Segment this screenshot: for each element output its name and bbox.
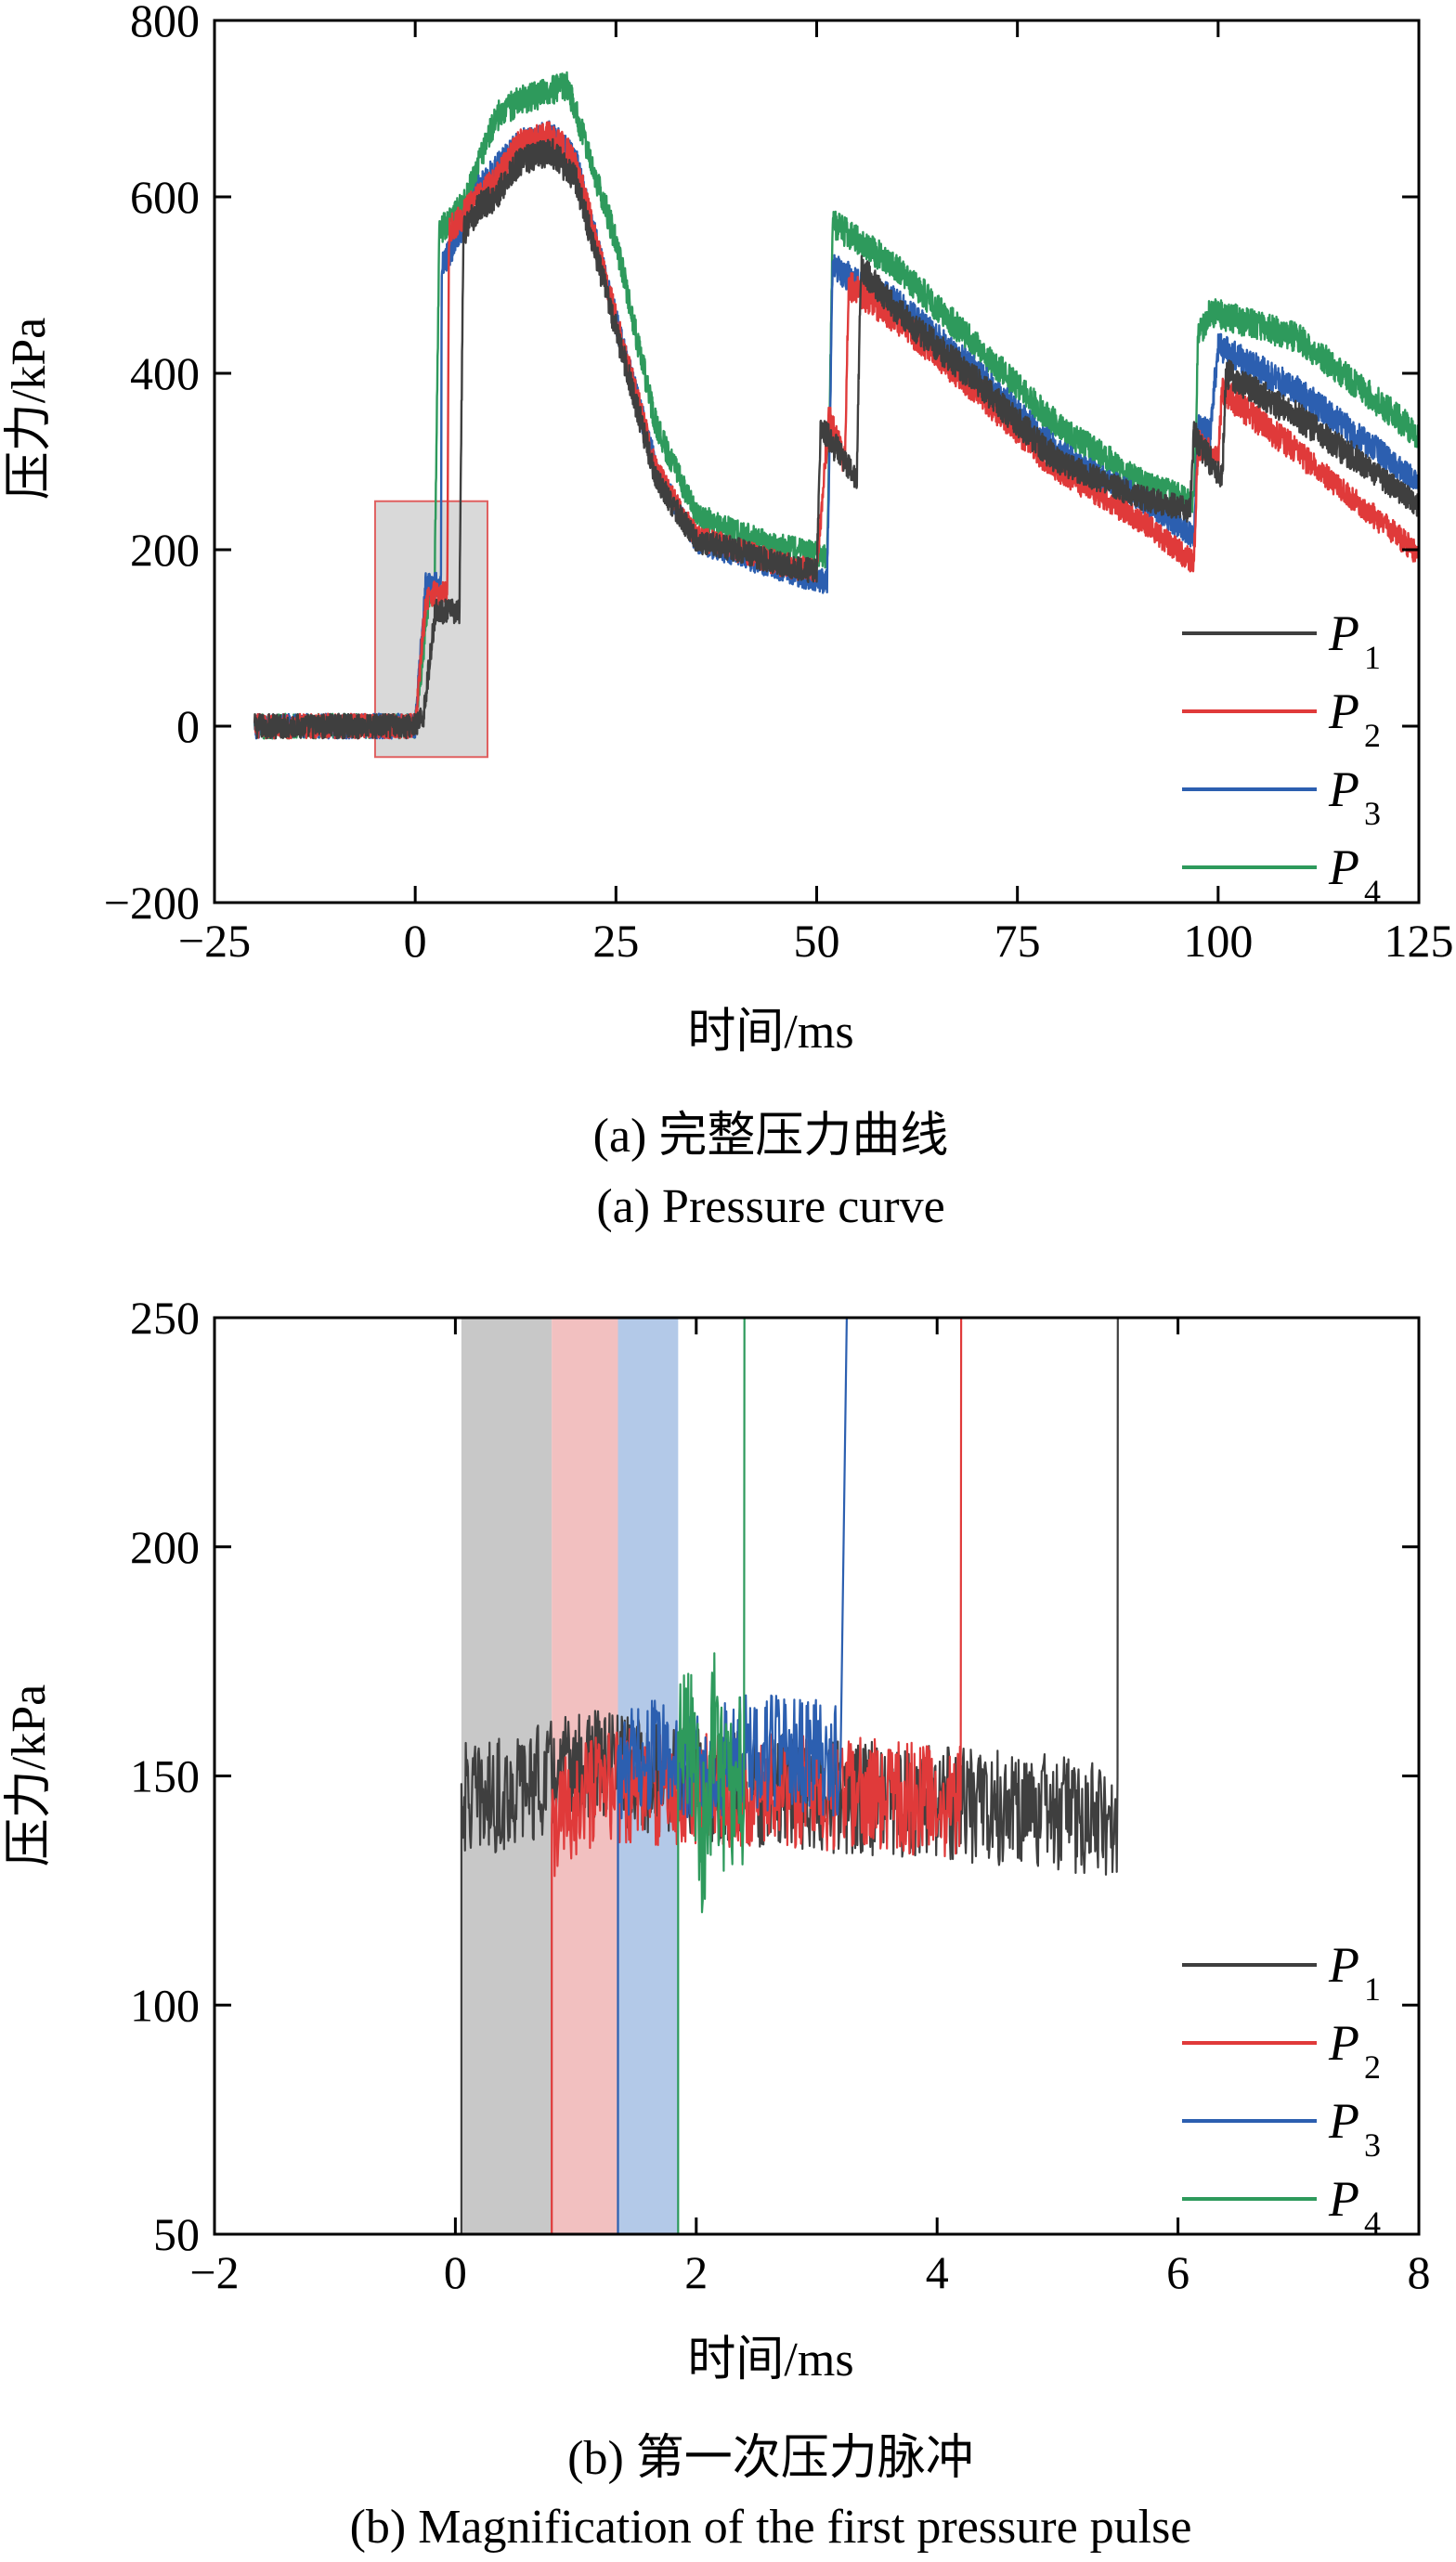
legend-subscript-p3: 3 xyxy=(1364,795,1381,832)
x-tick-label: 50 xyxy=(794,915,840,967)
legend-subscript-p2: 2 xyxy=(1364,717,1381,754)
chart-a-ticks: −25 0 25 50 75 100 125 −200 0 200 400 600 800 xyxy=(104,0,1454,967)
chart-a-ylabel: 压力/kPa xyxy=(3,318,56,500)
x-tick-label: 2 xyxy=(684,2246,708,2298)
series-line-p4 xyxy=(677,1317,746,2234)
chart-b-caption-en: (b) Magnification of the first pressure … xyxy=(350,2501,1192,2554)
legend-label-p1: P xyxy=(1328,1937,1359,1993)
legend-subscript-p1: 1 xyxy=(1364,639,1381,676)
x-tick-label: −2 xyxy=(189,2246,239,2298)
legend-label-p2: P xyxy=(1328,2015,1359,2071)
y-tick-label: 250 xyxy=(130,1292,200,1344)
y-tick-label: 800 xyxy=(130,0,200,46)
series-line-p1 xyxy=(254,137,1420,740)
chart-b-ticks: −2 0 2 4 6 8 50 100 150 200 250 xyxy=(130,1292,1431,2298)
x-tick-label: 125 xyxy=(1384,915,1454,967)
x-tick-label: 0 xyxy=(404,915,427,967)
x-tick-label: 8 xyxy=(1408,2246,1431,2298)
y-tick-label: 200 xyxy=(130,524,200,576)
legend-label-p4: P xyxy=(1328,839,1359,895)
x-tick-label: 4 xyxy=(926,2246,949,2298)
legend-label-p3: P xyxy=(1328,2093,1359,2149)
legend-subscript-p2: 2 xyxy=(1364,2048,1381,2086)
legend-label-p2: P xyxy=(1328,683,1359,739)
legend-subscript-p4: 4 xyxy=(1364,2204,1381,2242)
legend-label-p1: P xyxy=(1328,605,1359,661)
chart-b-caption-cn: (b) 第一次压力脉冲 xyxy=(567,2432,974,2485)
y-tick-label: 0 xyxy=(176,700,200,752)
x-tick-label: 75 xyxy=(994,915,1041,967)
chart-a-caption-en: (a) Pressure curve xyxy=(596,1180,944,1233)
y-tick-label: 200 xyxy=(130,1521,200,1573)
y-tick-label: −200 xyxy=(104,877,200,929)
chart-a-series xyxy=(254,71,1420,740)
chart-b-series xyxy=(460,1317,1119,2234)
chart-a-legend: P 1P 2P 3P 4 xyxy=(1182,605,1381,910)
chart-a-frame xyxy=(213,19,1421,904)
x-tick-label: 6 xyxy=(1166,2246,1190,2298)
chart-b-ylabel: 压力/kPa xyxy=(3,1684,56,1866)
chart-b-legend: P 1P 2P 3P 4 xyxy=(1182,1937,1381,2242)
legend-label-p3: P xyxy=(1328,761,1359,817)
y-tick-label: 150 xyxy=(130,1750,200,1802)
y-tick-label: 400 xyxy=(130,347,200,399)
x-tick-label: 0 xyxy=(444,2246,467,2298)
chart-a-caption-cn: (a) 完整压力曲线 xyxy=(593,1110,949,1163)
legend-subscript-p1: 1 xyxy=(1364,1970,1381,2008)
chart-b-xlabel: 时间/ms xyxy=(687,2334,853,2386)
legend-subscript-p4: 4 xyxy=(1364,873,1381,910)
legend-subscript-p3: 3 xyxy=(1364,2126,1381,2164)
x-tick-label: 25 xyxy=(592,915,639,967)
chart-a-xlabel: 时间/ms xyxy=(687,1006,853,1059)
y-tick-label: 100 xyxy=(130,1979,200,2031)
x-tick-label: 100 xyxy=(1183,915,1253,967)
y-tick-label: 50 xyxy=(153,2208,200,2260)
legend-label-p4: P xyxy=(1328,2171,1359,2227)
y-tick-label: 600 xyxy=(130,171,200,223)
x-tick-label: −25 xyxy=(178,915,251,967)
